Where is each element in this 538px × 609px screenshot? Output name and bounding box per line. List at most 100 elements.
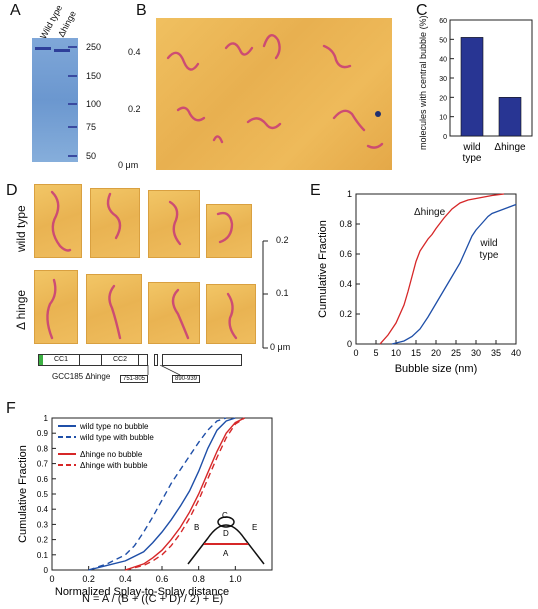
chart-e-xtick-label: 15 bbox=[411, 348, 421, 358]
afm-tick-0: 0 μm bbox=[118, 160, 139, 170]
chart-f-ytick-label: 0.4 bbox=[37, 505, 49, 514]
chart-f-xtick-label: 0.4 bbox=[119, 574, 132, 584]
chart-e: 0 5 10 15 20 25 30 35 40 0 0.2 0.4 0.6 0.8 1 Bubble siz… bbox=[317, 189, 521, 375]
molecule-tile bbox=[148, 282, 200, 344]
chart-f-xtick-label: 1.0 bbox=[229, 574, 242, 584]
molecule-tile bbox=[90, 188, 140, 258]
afm-tick-04: 0.4 bbox=[128, 47, 141, 57]
marker-250: 250 bbox=[86, 42, 102, 52]
chart-c-bar bbox=[498, 97, 522, 137]
label-dhinge-curve: Δhinge bbox=[414, 207, 446, 218]
diagram-label-c: C bbox=[222, 511, 228, 520]
scale-tick-01: 0.1 bbox=[276, 288, 289, 298]
chart-f-ytick-label: 0.7 bbox=[37, 460, 49, 469]
label-wild-type-curve: wild type bbox=[479, 238, 499, 261]
gel-marker-band bbox=[68, 126, 77, 128]
splay-diagram: C B D E A bbox=[187, 511, 265, 565]
chart-f-ylabel: Cumulative Fraction bbox=[17, 445, 29, 543]
chart-c-xtick-label: wild bbox=[462, 142, 480, 153]
marker-150: 150 bbox=[86, 71, 102, 81]
marker-75: 75 bbox=[86, 122, 97, 132]
diagram-label-e: E bbox=[252, 523, 257, 532]
panel-e-letter: E bbox=[310, 182, 321, 199]
gel-marker-band bbox=[68, 46, 77, 48]
afm-image bbox=[156, 18, 392, 170]
domain-cc1: CC1 bbox=[43, 355, 80, 365]
chart-f-xlabel: Normalized Splay-to-Splay distance bbox=[55, 586, 229, 598]
panel-d-letter: D bbox=[6, 182, 18, 199]
chart-c-ytick-label: 10 bbox=[439, 115, 447, 122]
gel-marker-band bbox=[68, 155, 77, 157]
gel-band bbox=[35, 47, 51, 50]
chart-e-xtick-label: 20 bbox=[431, 348, 441, 358]
chart-e-xtick-label: 40 bbox=[511, 348, 521, 358]
domain-cc2: CC2 bbox=[101, 355, 139, 365]
diagram-label-b: B bbox=[194, 523, 199, 532]
tile-molecules bbox=[46, 190, 238, 340]
marker-50: 50 bbox=[86, 151, 97, 161]
chart-f-series-line bbox=[125, 417, 245, 571]
panel-b-letter: B bbox=[136, 2, 147, 19]
row-label-wild-type: wild type bbox=[14, 205, 28, 252]
construct-n-terminus bbox=[39, 355, 43, 365]
chart-f-ytick-label: 0.6 bbox=[37, 475, 49, 484]
deletion-gap bbox=[157, 354, 163, 366]
chart-e-ylabel: Cumulative Fraction bbox=[317, 220, 329, 318]
chart-f-series-line bbox=[88, 417, 227, 571]
chart-f-series-line bbox=[88, 417, 236, 571]
chart-f-legend-label: wild type with bubble bbox=[79, 433, 154, 442]
chart-f-legend-label: Δhinge no bubble bbox=[80, 450, 143, 459]
marker-100: 100 bbox=[86, 99, 102, 109]
chart-c-ylabel: molecules with central bubble (%) bbox=[418, 15, 428, 150]
construct-label: GCC185 Δhinge bbox=[52, 372, 111, 381]
molecule-tile bbox=[34, 184, 82, 258]
chart-c-ytick-label: 50 bbox=[439, 37, 447, 44]
chart-e-series-line bbox=[391, 203, 517, 345]
chart-f: 0 0.2 0.4 0.6 0.8 1.0 0 0.1 0.2 0.3 0.4 0.5 0.6 0.7 0.… bbox=[17, 414, 273, 598]
chart-f-series-line bbox=[125, 417, 245, 571]
chart-e-ytick-label: 0.2 bbox=[339, 309, 352, 319]
chart-c-ytick-label: 0 bbox=[443, 134, 447, 141]
chart-f-ytick-label: 1 bbox=[44, 414, 49, 423]
chart-f-xtick-label: 0 bbox=[49, 574, 54, 584]
chart-c-ytick-label: 30 bbox=[439, 76, 447, 83]
chart-e-xtick-label: 35 bbox=[491, 348, 501, 358]
chart-e-ytick-label: 0.8 bbox=[339, 219, 352, 229]
chart-e-ytick-label: 0.6 bbox=[339, 249, 352, 259]
gel-image bbox=[32, 38, 78, 162]
chart-f-ytick-label: 0.9 bbox=[37, 429, 49, 438]
chart-f-ytick-label: 0.8 bbox=[37, 444, 49, 453]
chart-e-xtick-label: 5 bbox=[373, 348, 378, 358]
chart-e-xtick-label: 30 bbox=[471, 348, 481, 358]
deletion-751-805: 751-805 bbox=[120, 375, 149, 383]
chart-e-ytick-label: 0.4 bbox=[339, 279, 352, 289]
molecule-tile bbox=[206, 204, 252, 258]
chart-f-legend-label: Δhinge with bubble bbox=[80, 461, 148, 470]
chart-c-bar bbox=[460, 37, 484, 137]
construct-bar: CC1 CC2 bbox=[38, 354, 242, 366]
scale-bar bbox=[262, 240, 268, 349]
deletion-leaders bbox=[147, 365, 181, 376]
chart-f-ytick-label: 0 bbox=[44, 566, 49, 575]
diagram-label-a: A bbox=[223, 549, 229, 558]
chart-f-ytick-label: 0.2 bbox=[37, 536, 49, 545]
scale-tick-0: 0 μm bbox=[270, 342, 291, 352]
gel-marker-band bbox=[68, 75, 77, 77]
chart-f-xlabel-formula: N = A / (B + ((C + D) / 2) + E) bbox=[82, 593, 224, 605]
chart-e-series-line bbox=[379, 193, 505, 345]
deletion-890-939: 890-939 bbox=[172, 375, 201, 383]
chart-c-ytick-label: 20 bbox=[439, 95, 447, 102]
chart-f-ytick-label: 0.1 bbox=[37, 551, 49, 560]
chart-f-xtick-label: 0.2 bbox=[82, 574, 95, 584]
chart-c-xtick-label: Δhinge bbox=[494, 142, 526, 153]
diagram-label-d: D bbox=[223, 529, 229, 538]
deletion-gap bbox=[147, 354, 155, 366]
afm-molecules bbox=[166, 34, 384, 149]
gel-marker-band bbox=[68, 103, 77, 105]
chart-f-ytick-label: 0.3 bbox=[37, 520, 49, 529]
chart-e-xtick-label: 25 bbox=[451, 348, 461, 358]
chart-f-xtick-label: 0.6 bbox=[156, 574, 169, 584]
chart-c-ytick-label: 40 bbox=[439, 57, 447, 64]
chart-f-legend-label: wild type no bubble bbox=[79, 422, 149, 431]
